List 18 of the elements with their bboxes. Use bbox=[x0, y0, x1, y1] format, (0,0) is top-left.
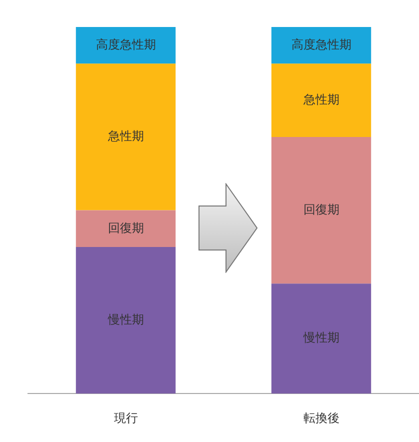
text: 急性期 bbox=[108, 129, 144, 144]
bar bbox=[76, 210, 176, 247]
bar bbox=[271, 27, 372, 64]
series-label: 高度急性期 bbox=[96, 37, 156, 52]
text: 高度急性期 bbox=[291, 37, 352, 52]
bar bbox=[271, 284, 372, 394]
text: 回復期 bbox=[303, 202, 340, 216]
x-tick-label: 現行 bbox=[114, 410, 138, 425]
x-tick-label: 転換後 bbox=[303, 410, 340, 425]
bar bbox=[271, 64, 372, 137]
text: 慢性期 bbox=[303, 330, 340, 345]
series-label: 回復期 bbox=[108, 220, 144, 235]
bar bbox=[76, 246, 176, 394]
bar bbox=[76, 64, 176, 210]
bar bbox=[76, 27, 176, 64]
series-label: 慢性期 bbox=[106, 312, 144, 326]
series-label: 急性期 bbox=[302, 92, 340, 106]
bar bbox=[271, 136, 372, 284]
